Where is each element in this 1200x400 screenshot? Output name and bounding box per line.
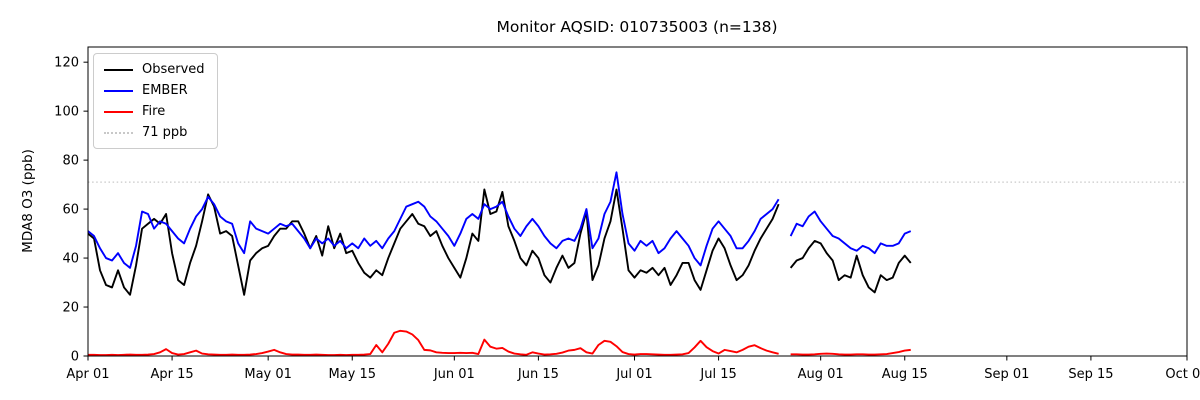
x-tick-label: May 15 — [328, 367, 376, 382]
x-tick-label: Apr 01 — [66, 367, 109, 382]
x-tick-label: Sep 15 — [1068, 367, 1113, 382]
legend-label-observed: Observed — [142, 62, 205, 77]
legend-item-observed: Observed — [104, 61, 205, 78]
y-tick-label: 120 — [54, 56, 79, 71]
fire-line-swatch — [104, 110, 133, 113]
x-tick-label: Jun 15 — [517, 367, 559, 382]
y-tick-label: 100 — [54, 105, 79, 120]
chart-title: Monitor AQSID: 010735003 (n=138) — [496, 18, 777, 36]
legend-label-fire: Fire — [142, 104, 166, 119]
y-tick-label: 20 — [62, 301, 79, 316]
legend-item-fire: Fire — [104, 103, 205, 120]
x-tick-label: Aug 01 — [798, 367, 844, 382]
axes-and-ticks: Apr 01 Apr 15 May 01 May 15 Jun 01 Jun 15 Jul … — [54, 46, 1200, 382]
x-tick-label: Apr 15 — [150, 367, 193, 382]
legend-label-71ppb: 71 ppb — [142, 125, 188, 140]
legend-box: Observed EMBER Fire 71 ppb — [93, 53, 218, 149]
y-tick-label: 0 — [71, 350, 79, 365]
observed-line-swatch — [104, 68, 133, 71]
x-tick-label: Oct 01 — [1165, 367, 1200, 382]
legend-item-ember: EMBER — [104, 82, 205, 99]
data-series-lines — [87, 171, 912, 356]
y-tick-label: 60 — [62, 203, 79, 218]
x-tick-label: Aug 15 — [882, 367, 928, 382]
x-tick-label: Jul 01 — [615, 367, 652, 382]
ember-line-swatch — [104, 89, 133, 92]
y-tick-label: 80 — [62, 154, 79, 169]
x-tick-label: Jul 15 — [699, 367, 736, 382]
legend-item-71ppb: 71 ppb — [104, 124, 205, 141]
y-tick-label: 40 — [62, 252, 79, 267]
x-tick-label: May 01 — [244, 367, 292, 382]
legend-label-ember: EMBER — [142, 83, 188, 98]
x-tick-label: Sep 01 — [984, 367, 1029, 382]
y-axis-label: MDA8 O3 (ppb) — [20, 149, 36, 253]
threshold-line-swatch — [104, 131, 133, 134]
x-tick-label: Jun 01 — [433, 367, 475, 382]
